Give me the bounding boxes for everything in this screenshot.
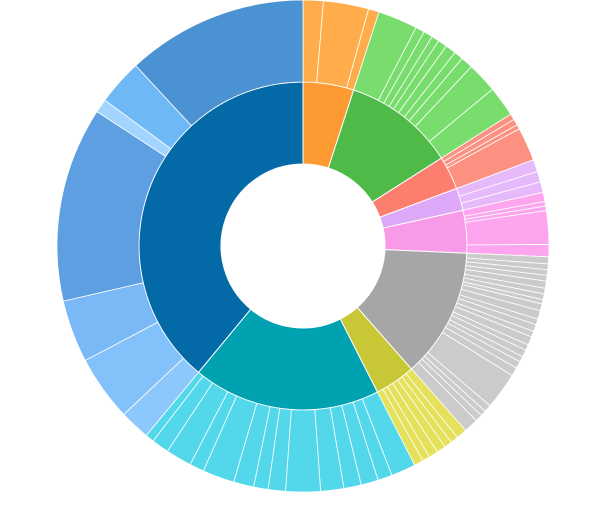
outer-ring: [56, 0, 550, 493]
inner-ring: [138, 81, 468, 411]
outer-segment-8-6[interactable]: [135, 0, 304, 127]
